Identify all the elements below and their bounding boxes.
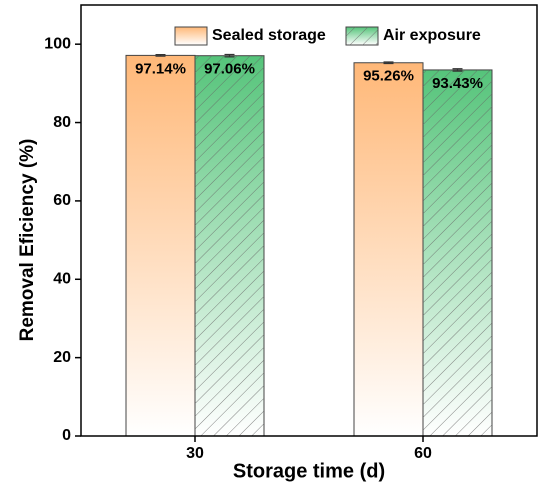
error-bar bbox=[452, 68, 463, 72]
x-tick-label: 30 bbox=[186, 445, 204, 462]
bar-hatch bbox=[195, 55, 264, 437]
error-bar bbox=[155, 54, 166, 57]
bar bbox=[353, 62, 424, 437]
data-label: 95.26% bbox=[363, 68, 414, 85]
bar-hatch bbox=[423, 69, 492, 437]
y-tick-label: 100 bbox=[44, 35, 71, 52]
legend-label: Sealed storage bbox=[212, 27, 326, 44]
y-axis-label: Removal Eficiency (%) bbox=[17, 139, 38, 342]
error-bar bbox=[383, 61, 394, 65]
y-tick-label: 60 bbox=[53, 192, 71, 209]
x-axis-label: Storage time (d) bbox=[233, 460, 385, 482]
x-tick-label: 60 bbox=[414, 445, 432, 462]
y-tick-label: 0 bbox=[62, 427, 71, 444]
legend-swatch bbox=[174, 26, 208, 46]
legend-label: Air exposure bbox=[383, 27, 481, 44]
y-tick-label: 80 bbox=[53, 114, 71, 131]
legend-hatch bbox=[346, 27, 378, 45]
error-bar bbox=[224, 53, 235, 58]
data-label: 97.06% bbox=[204, 61, 255, 78]
data-label: 93.43% bbox=[432, 75, 483, 92]
data-label: 97.14% bbox=[135, 60, 186, 77]
plot-frame bbox=[80, 4, 538, 437]
y-tick-label: 40 bbox=[53, 270, 71, 287]
bar bbox=[125, 54, 196, 437]
y-tick-label: 20 bbox=[53, 349, 71, 366]
